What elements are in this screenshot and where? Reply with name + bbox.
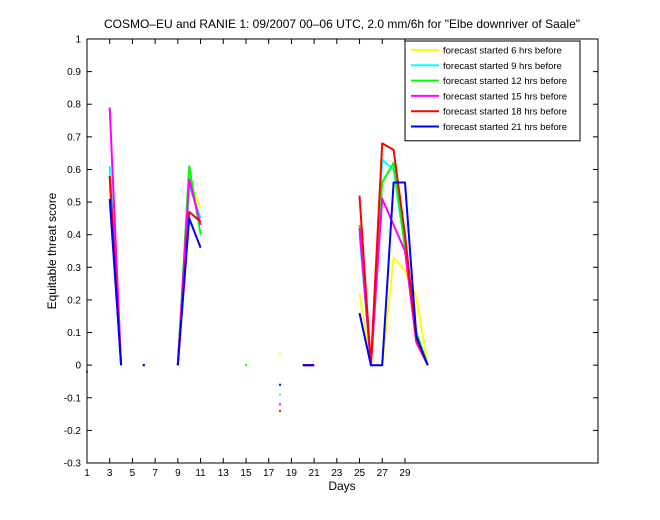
y-tick-label: 0 [75, 361, 81, 372]
y-tick-label: 0.6 [67, 165, 81, 176]
y-tick-label: 0.3 [67, 263, 81, 274]
y-tick-label: 0.4 [67, 230, 81, 241]
series-6-line [358, 181, 429, 367]
x-tick-label: 11 [195, 468, 206, 479]
legend-entry: forecast started 6 hrs before [443, 46, 562, 57]
legend-entry: forecast started 21 hrs before [443, 122, 567, 133]
series-6 [108, 181, 429, 386]
y-tick-label: 0.5 [67, 198, 81, 209]
x-tick-label: 15 [240, 468, 252, 479]
x-tick-label: 13 [218, 468, 230, 479]
legend-entry: forecast started 18 hrs before [443, 107, 567, 118]
series-6-line [176, 217, 202, 366]
x-tick-label: 23 [331, 468, 343, 479]
x-tick-label: 7 [152, 468, 158, 479]
y-axis-label: Equitable threat score [45, 192, 59, 309]
x-tick-label: 3 [107, 468, 113, 479]
x-tick-label: 5 [130, 468, 136, 479]
y-tick-label: -0.1 [64, 393, 82, 404]
legend-entry: forecast started 12 hrs before [443, 76, 567, 87]
x-tick-label: 21 [309, 468, 321, 479]
chart-title: COSMO–EU and RANIE 1: 09/2007 00–06 UTC,… [104, 17, 580, 31]
y-tick-label: 0.7 [67, 132, 81, 143]
x-tick-label: 27 [377, 468, 389, 479]
x-tick-label: 9 [175, 468, 181, 479]
legend: forecast started 6 hrs before forecast st… [404, 40, 581, 142]
x-tick-label: 29 [399, 468, 411, 479]
series-5-line [358, 142, 429, 367]
plot-area [86, 107, 429, 412]
series-5 [108, 142, 429, 412]
series-4-line [176, 178, 202, 366]
axes-frame [86, 38, 599, 464]
x-tick-label: 1 [84, 468, 90, 479]
y-tick-label: -0.3 [64, 459, 82, 470]
y-tick-label: -0.2 [64, 426, 82, 437]
axes: 1 3 5 7 9 11 13 15 17 19 21 23 25 27 29-0.3-0.2-0.100.… [64, 35, 599, 479]
legend-entry: forecast started 15 hrs before [443, 91, 567, 102]
series-6-line [108, 198, 123, 366]
x-tick-label: 19 [286, 468, 298, 479]
x-tick-label: 25 [354, 468, 366, 479]
y-tick-label: 0.1 [67, 328, 81, 339]
x-tick-label: 17 [263, 468, 275, 479]
y-tick-label: 0.2 [67, 295, 81, 306]
legend-box [404, 40, 581, 142]
y-tick-label: 0.8 [67, 100, 81, 111]
x-axis-label: Days [328, 479, 355, 493]
legend-entry: forecast started 9 hrs before [443, 61, 562, 72]
y-tick-label: 1 [75, 35, 81, 46]
y-tick-label: 0.9 [67, 67, 81, 78]
